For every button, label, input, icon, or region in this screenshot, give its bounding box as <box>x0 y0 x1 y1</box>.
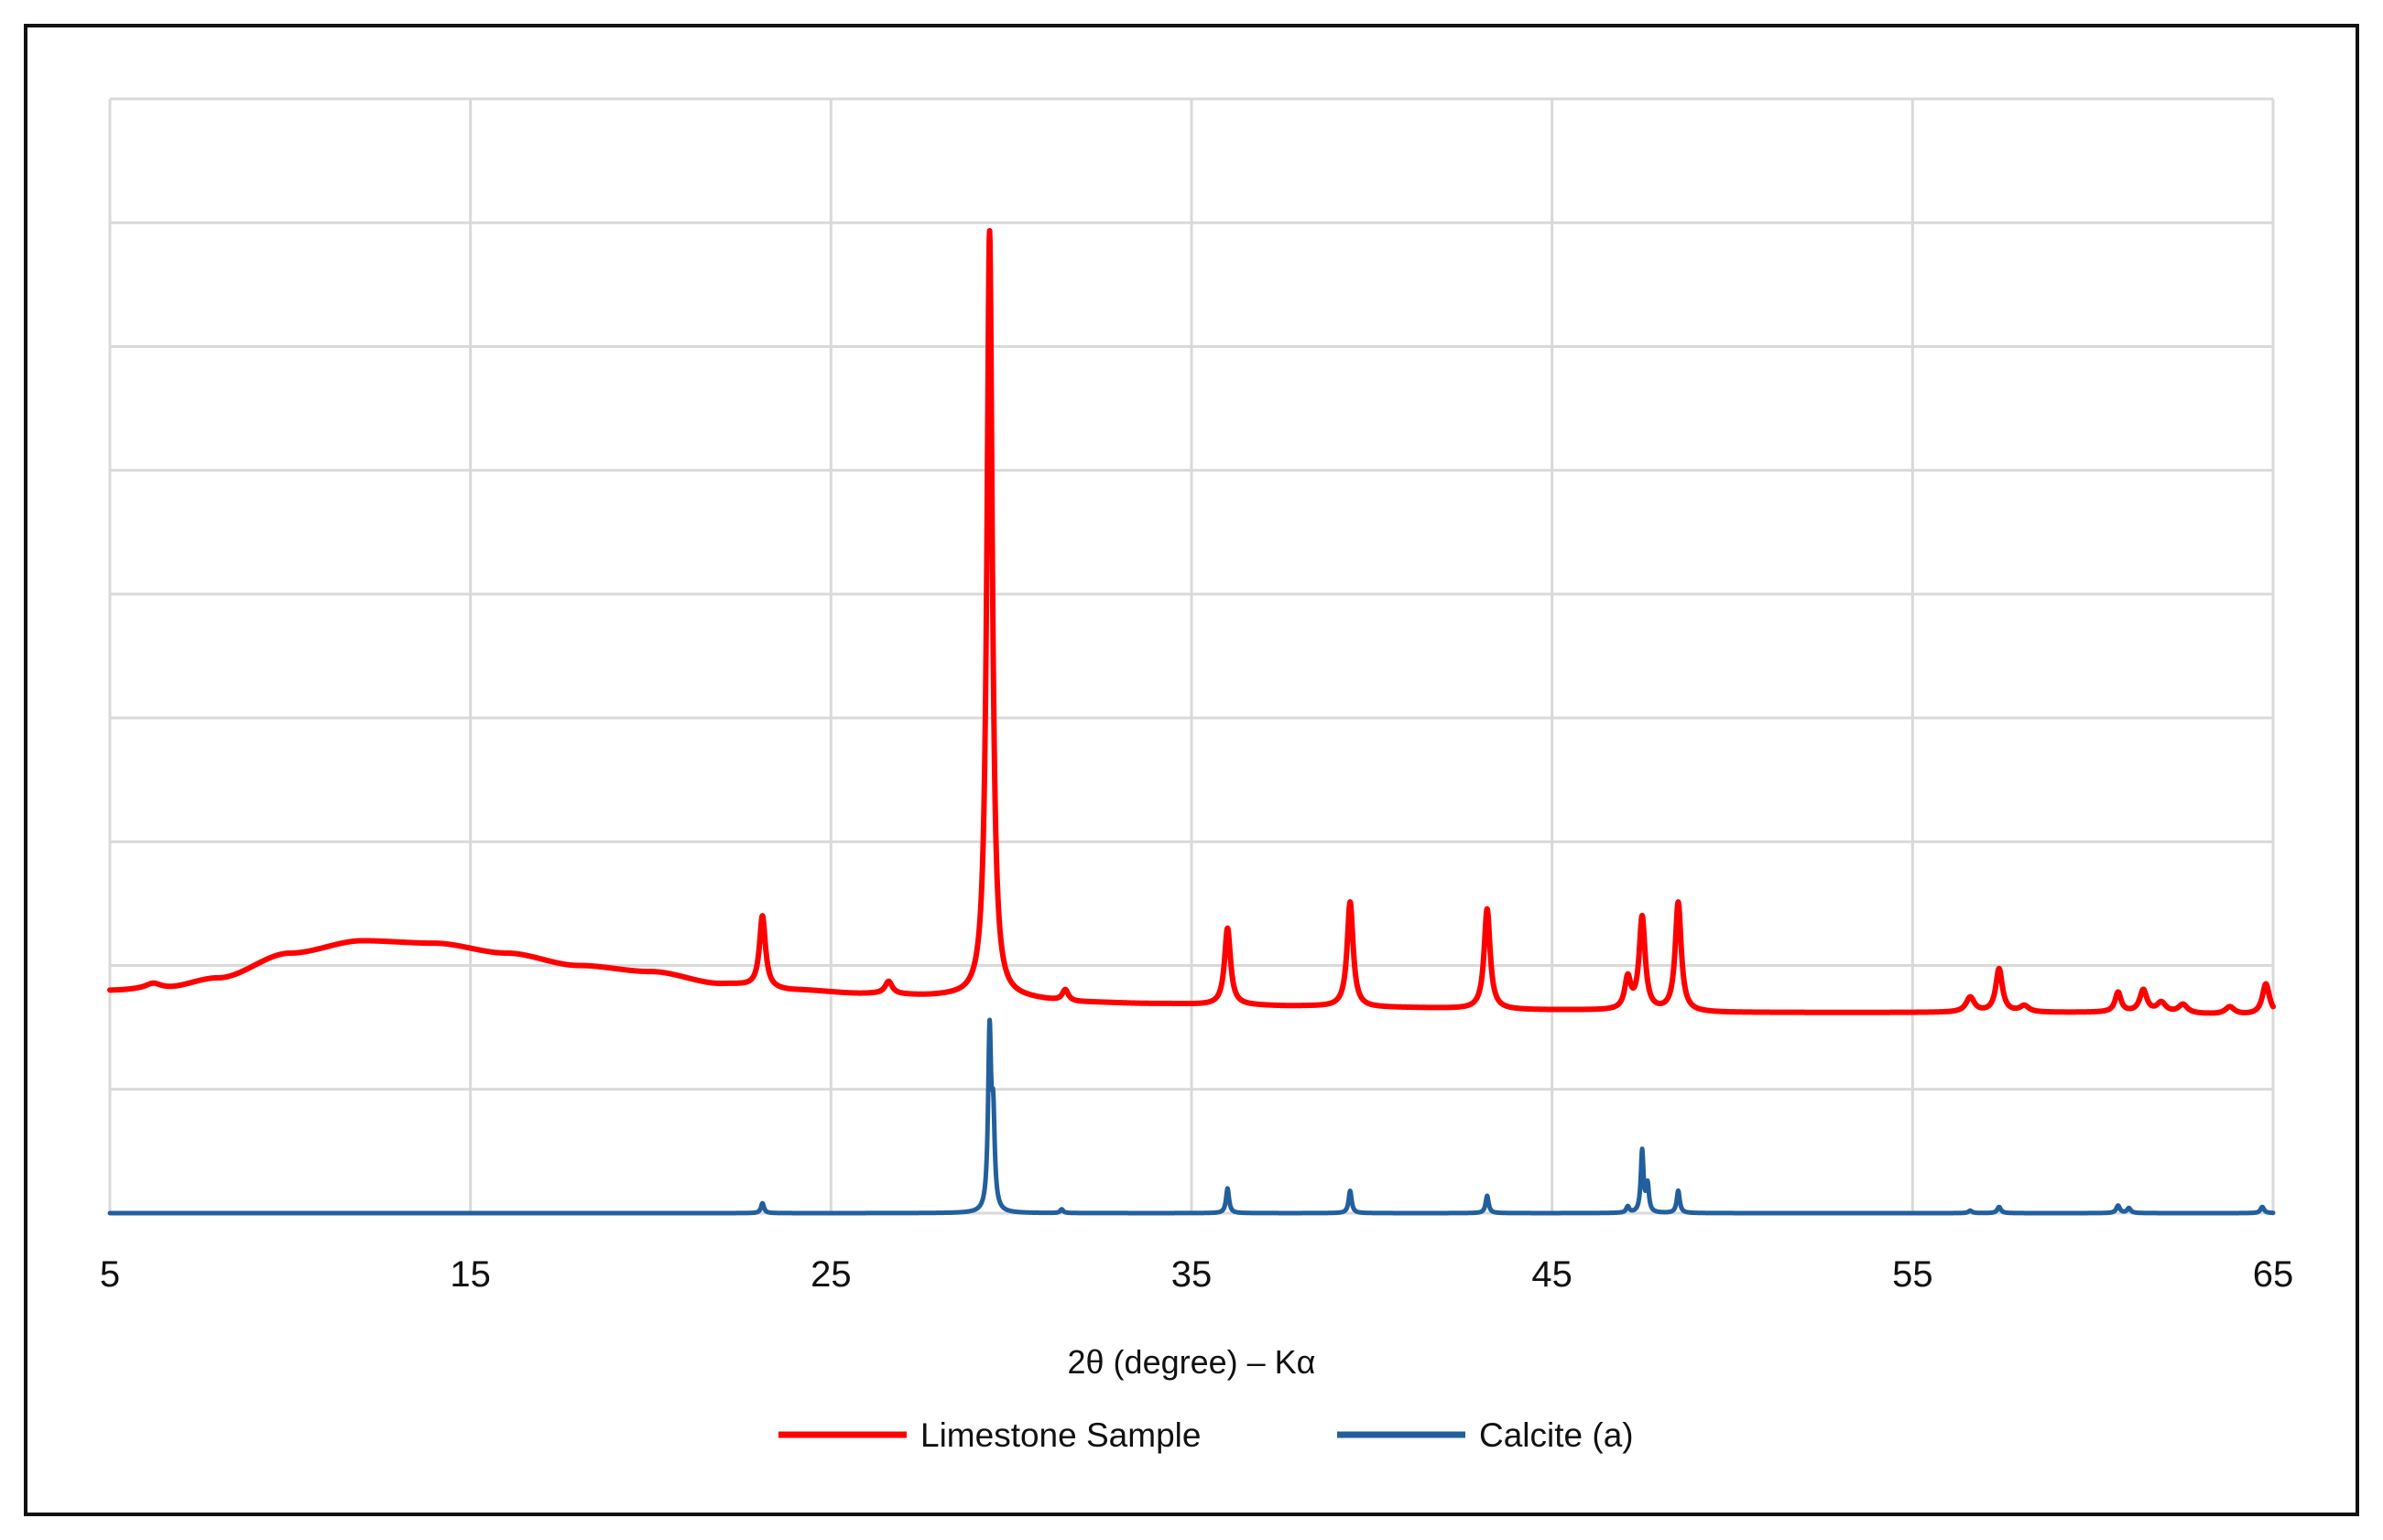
x-tick-label: 35 <box>1171 1254 1213 1295</box>
x-tick-label: 5 <box>100 1254 120 1295</box>
series-line-limestone-sample <box>107 227 2276 1016</box>
series-line-calcite <box>107 1017 2276 1216</box>
x-axis-title: 2θ (degree) – Kα <box>1068 1343 1316 1381</box>
x-tick-label: 45 <box>1531 1254 1572 1295</box>
x-tick-label: 65 <box>2253 1254 2294 1295</box>
legend: Limestone Sample Calcite (a) <box>778 1416 1634 1454</box>
chart-svg: 5 15 25 35 45 55 65 2θ (degree) – Kα Limestone… <box>100 97 2293 1454</box>
chart-frame: 5 15 25 35 45 55 65 2θ (degree) – Kα Limestone… <box>24 24 2359 1516</box>
x-tick-labels: 5 15 25 35 45 55 65 <box>100 1254 2293 1295</box>
legend-item-limestone-sample: Limestone Sample <box>778 1416 1201 1454</box>
legend-item-calcite: Calcite (a) <box>1337 1416 1634 1454</box>
x-tick-label: 55 <box>1892 1254 1933 1295</box>
x-tick-label: 15 <box>450 1254 491 1295</box>
legend-label: Calcite (a) <box>1479 1416 1634 1454</box>
grid-layer <box>108 97 2275 1215</box>
series-layer <box>107 227 2276 1216</box>
legend-label: Limestone Sample <box>920 1416 1201 1454</box>
x-tick-label: 25 <box>811 1254 852 1295</box>
